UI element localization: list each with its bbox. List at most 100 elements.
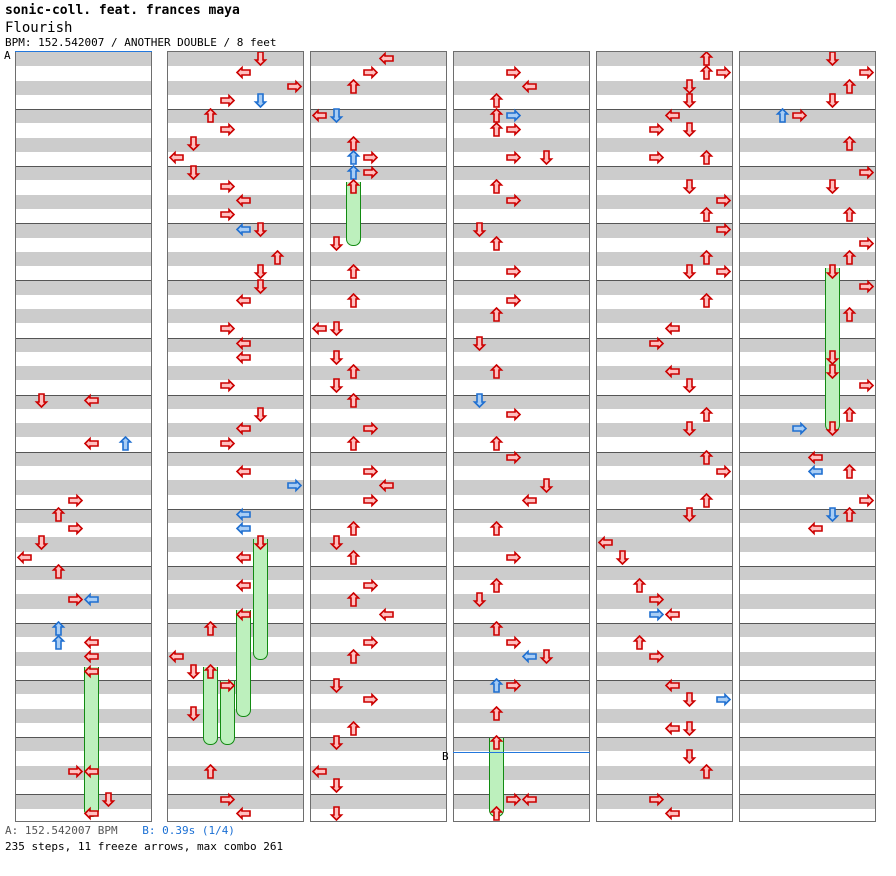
note-arrow-right[interactable]	[505, 677, 522, 694]
note-arrow-down[interactable]	[681, 720, 698, 737]
note-arrow-up[interactable]	[774, 107, 791, 124]
note-arrow-down[interactable]	[824, 178, 841, 195]
note-arrow-left[interactable]	[83, 591, 100, 608]
note-arrow-right[interactable]	[286, 78, 303, 95]
note-arrow-left[interactable]	[521, 791, 538, 808]
note-arrow-up[interactable]	[488, 520, 505, 537]
note-arrow-left[interactable]	[235, 805, 252, 821]
note-arrow-up[interactable]	[698, 763, 715, 780]
note-arrow-right[interactable]	[648, 121, 665, 138]
note-arrow-right[interactable]	[505, 64, 522, 81]
note-arrow-up[interactable]	[488, 306, 505, 323]
note-arrow-up[interactable]	[345, 549, 362, 566]
note-arrow-down-freeze-head[interactable]	[824, 363, 841, 380]
note-arrow-up[interactable]	[345, 164, 362, 181]
note-arrow-left[interactable]	[16, 549, 33, 566]
note-arrow-right-freeze-head[interactable]	[219, 677, 236, 694]
marker-line-a[interactable]	[15, 51, 152, 52]
note-arrow-down[interactable]	[185, 135, 202, 152]
note-arrow-down[interactable]	[824, 52, 841, 67]
measure-panel-6[interactable]	[739, 51, 876, 822]
note-arrow-right[interactable]	[362, 149, 379, 166]
note-arrow-down[interactable]	[824, 506, 841, 523]
note-arrow-right[interactable]	[715, 691, 732, 708]
note-arrow-left[interactable]	[311, 107, 328, 124]
note-arrow-right[interactable]	[648, 591, 665, 608]
note-arrow-left[interactable]	[807, 463, 824, 480]
note-arrow-left[interactable]	[807, 449, 824, 466]
note-arrow-right[interactable]	[286, 477, 303, 494]
measure-panel-2[interactable]	[167, 51, 304, 822]
note-arrow-right[interactable]	[505, 107, 522, 124]
note-arrow-left[interactable]	[235, 192, 252, 209]
note-arrow-up[interactable]	[50, 634, 67, 651]
note-arrow-left[interactable]	[83, 634, 100, 651]
note-arrow-down[interactable]	[252, 221, 269, 238]
note-arrow-right[interactable]	[362, 463, 379, 480]
note-arrow-down[interactable]	[471, 392, 488, 409]
note-arrow-up[interactable]	[345, 363, 362, 380]
note-arrow-up[interactable]	[345, 648, 362, 665]
note-arrow-left[interactable]	[168, 648, 185, 665]
note-arrow-right[interactable]	[858, 377, 875, 394]
note-arrow-down[interactable]	[328, 235, 345, 252]
note-arrow-right[interactable]	[648, 606, 665, 623]
note-arrow-left[interactable]	[521, 648, 538, 665]
note-arrow-right[interactable]	[505, 263, 522, 280]
note-arrow-left[interactable]	[378, 606, 395, 623]
note-arrow-right[interactable]	[67, 591, 84, 608]
note-arrow-up[interactable]	[345, 591, 362, 608]
note-arrow-left[interactable]	[664, 320, 681, 337]
note-arrow-right[interactable]	[219, 206, 236, 223]
note-arrow-left[interactable]	[235, 506, 252, 523]
note-arrow-left[interactable]	[235, 577, 252, 594]
note-arrow-left[interactable]	[235, 463, 252, 480]
note-arrow-down[interactable]	[614, 549, 631, 566]
note-arrow-down[interactable]	[681, 748, 698, 765]
note-arrow-down-freeze-head[interactable]	[252, 534, 269, 551]
note-arrow-down[interactable]	[681, 420, 698, 437]
note-arrow-left[interactable]	[378, 52, 395, 67]
note-arrow-down[interactable]	[471, 591, 488, 608]
note-arrow-left[interactable]	[311, 320, 328, 337]
note-arrow-down[interactable]	[328, 777, 345, 794]
note-arrow-down[interactable]	[681, 377, 698, 394]
marker-line-b[interactable]	[453, 752, 590, 753]
note-arrow-up[interactable]	[488, 363, 505, 380]
measure-panel-3[interactable]	[310, 51, 447, 822]
note-arrow-right[interactable]	[858, 278, 875, 295]
note-arrow-up[interactable]	[631, 634, 648, 651]
note-arrow-up[interactable]	[202, 620, 219, 637]
note-arrow-up[interactable]	[488, 820, 505, 821]
measure-panel-1[interactable]	[15, 51, 152, 822]
note-arrow-left[interactable]	[664, 805, 681, 821]
note-arrow-left[interactable]	[168, 149, 185, 166]
note-arrow-up[interactable]	[345, 820, 362, 821]
note-arrow-up[interactable]	[345, 435, 362, 452]
note-arrow-right[interactable]	[219, 435, 236, 452]
note-arrow-up[interactable]	[345, 149, 362, 166]
note-arrow-down[interactable]	[471, 335, 488, 352]
note-arrow-left[interactable]	[664, 107, 681, 124]
note-arrow-up[interactable]	[50, 620, 67, 637]
note-arrow-up[interactable]	[488, 677, 505, 694]
note-arrow-right[interactable]	[858, 235, 875, 252]
note-arrow-up[interactable]	[631, 577, 648, 594]
note-arrow-left[interactable]	[311, 763, 328, 780]
note-arrow-up[interactable]	[698, 406, 715, 423]
note-arrow-up[interactable]	[698, 449, 715, 466]
measure-panel-4[interactable]	[453, 51, 590, 822]
note-arrow-down[interactable]	[681, 92, 698, 109]
note-arrow-up[interactable]	[50, 563, 67, 580]
note-arrow-down[interactable]	[681, 178, 698, 195]
note-arrow-up[interactable]	[345, 520, 362, 537]
note-arrow-left[interactable]	[664, 606, 681, 623]
note-arrow-up[interactable]	[345, 263, 362, 280]
note-arrow-right[interactable]	[67, 763, 84, 780]
note-arrow-left[interactable]	[235, 335, 252, 352]
note-arrow-left[interactable]	[521, 78, 538, 95]
note-arrow-left[interactable]	[664, 720, 681, 737]
note-arrow-right[interactable]	[219, 178, 236, 195]
note-arrow-right[interactable]	[505, 192, 522, 209]
